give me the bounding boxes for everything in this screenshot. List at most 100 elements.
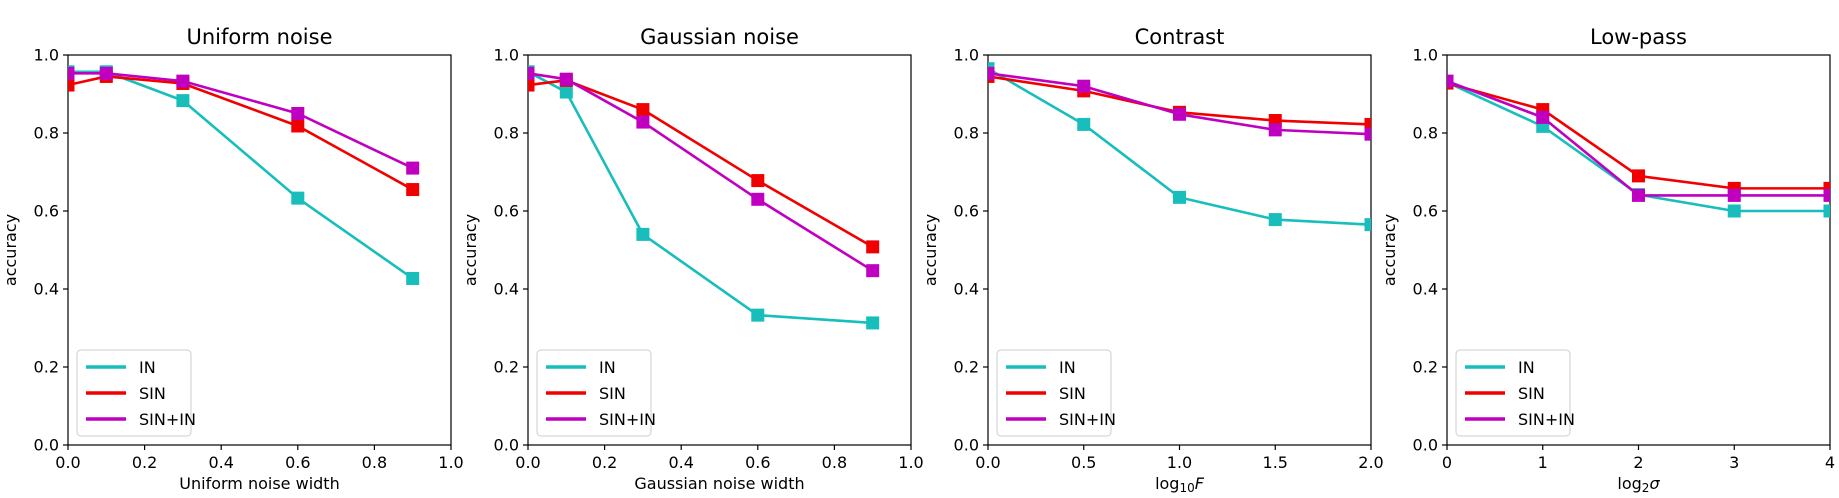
x-tick-label: 0.8 [822,453,847,472]
x-tick-label: 1 [1538,453,1548,472]
data-point [1823,204,1830,218]
data-point [1364,127,1371,141]
chart-title: Uniform noise [186,25,332,49]
data-point [406,161,420,175]
data-point [866,316,880,330]
data-point [751,174,765,188]
series-line-sin [528,79,874,249]
x-tick-label: 1.0 [1167,453,1192,472]
y-tick-label: 0.2 [494,358,519,377]
y-tick-label: 0.8 [34,124,59,143]
data-point [1268,123,1282,137]
plot-frame [527,54,912,446]
x-tick-label: 2 [1633,453,1643,472]
data-point [406,271,420,285]
x-tick-label: 0.5 [1071,453,1096,472]
data-point [559,85,573,99]
series-line-sin-plus-in [68,72,414,170]
series-group [68,65,420,285]
x-tick-label: 0.6 [745,453,770,472]
data-point [1077,117,1091,131]
data-point [291,191,305,205]
y-axis-label: accuracy [1380,214,1399,286]
legend-label: IN [599,358,616,377]
y-tick-label: 0.4 [954,280,979,299]
series-line-sin-plus-in [988,72,1371,136]
legend-label: SIN+IN [599,410,656,429]
y-tick-label: 0.6 [34,202,59,221]
data-point [1727,204,1741,218]
series-line-in [68,70,414,280]
y-tick-label: 0.0 [1413,436,1438,455]
legend-box [996,349,1112,437]
x-tick-label: 0.0 [975,453,1000,472]
x-tick-label: 0.6 [285,453,310,472]
data-point [406,183,420,197]
data-point [559,72,573,86]
x-tick-label: 4 [1825,453,1835,472]
data-point [1364,117,1371,131]
data-point [866,264,880,278]
data-point [1632,169,1645,183]
series-line-sin [68,75,414,191]
chart-title: Low-pass [1590,25,1687,49]
y-tick-label: 0.0 [34,436,59,455]
series-group [988,62,1371,232]
legend-label: SIN+IN [139,410,196,429]
y-tick-label: 0.6 [954,202,979,221]
chart-panels: Uniform noise 0.0 0.2 0.4 0.6 0.8 1.0 0.0 0.2 0.4… [1,25,1835,495]
data-point [68,78,75,92]
data-point [68,66,75,80]
y-tick-label: 1.0 [34,46,59,65]
x-tick-label: 0.4 [668,453,693,472]
x-axis-label: Uniform noise width [179,474,339,493]
y-tick-label: 0.4 [34,280,59,299]
legend-label: SIN [1059,384,1086,403]
series-line-sin-plus-in [528,72,874,272]
y-tick-label: 0.6 [494,202,519,221]
data-point [866,240,880,254]
data-point [751,308,765,322]
x-tick-label: 0.2 [592,453,617,472]
x-tick-label: 1.0 [438,453,463,472]
x-tick-label: 3 [1729,453,1739,472]
y-tick-label: 1.0 [494,46,519,65]
plot-frame [67,54,452,446]
chart-panel: Contrast 0.0 0.2 0.4 0.6 0.8 1.0 0.0 0.5 1.0 1.5 2.… [921,25,1384,495]
legend: IN SIN SIN+IN [536,349,656,437]
y-tick-label: 0.8 [954,124,979,143]
data-point [291,107,305,120]
data-point [636,103,650,117]
x-tick-label: 0.0 [55,453,80,472]
data-point [528,78,535,92]
data-point [636,115,650,129]
legend: IN SIN SIN+IN [1455,349,1575,437]
x-tick-label: 0 [1442,453,1452,472]
y-tick-label: 0.2 [34,358,59,377]
data-point [176,74,190,88]
y-tick-label: 0.0 [494,436,519,455]
data-point [988,66,995,80]
data-point [1632,188,1645,202]
legend-box [536,349,652,437]
y-tick-label: 0.4 [494,280,519,299]
series-line-in [528,70,873,325]
legend-box [1455,349,1571,437]
chart-panel: Gaussian noise 0.0 0.2 0.4 0.6 0.8 1.0 0.0 0.2 0.… [461,25,924,493]
legend: IN SIN SIN+IN [76,349,196,437]
legend-label: IN [1059,358,1076,377]
x-axis-label: Gaussian noise width [634,474,804,493]
data-point [291,119,305,133]
legend-box [76,349,192,437]
x-tick-label: 2.0 [1358,453,1383,472]
data-point [751,192,765,206]
data-point [1268,213,1282,227]
y-tick-label: 0.4 [1413,280,1438,299]
data-point [1536,110,1550,124]
legend-label: IN [139,358,156,377]
legend-label: IN [1518,358,1535,377]
x-axis-label: log2σ [1617,474,1660,495]
data-point [1173,107,1186,121]
chart-title: Gaussian noise [640,25,799,49]
x-tick-label: 0.4 [208,453,233,472]
